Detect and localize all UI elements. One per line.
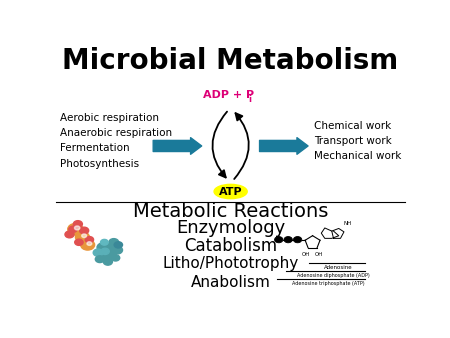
Text: Anabolism: Anabolism bbox=[191, 274, 270, 290]
Text: Litho/Phototrophy: Litho/Phototrophy bbox=[162, 256, 299, 271]
Circle shape bbox=[95, 256, 104, 263]
Text: Metabolic Reactions: Metabolic Reactions bbox=[133, 201, 328, 220]
Circle shape bbox=[104, 258, 112, 265]
Circle shape bbox=[111, 255, 120, 261]
Circle shape bbox=[80, 227, 89, 234]
Text: OH: OH bbox=[315, 252, 323, 257]
Text: Catabolism: Catabolism bbox=[184, 237, 277, 255]
Circle shape bbox=[69, 226, 77, 232]
Circle shape bbox=[114, 242, 122, 248]
Text: Chemical work
Transport work
Mechanical work: Chemical work Transport work Mechanical … bbox=[314, 121, 402, 161]
Ellipse shape bbox=[214, 184, 247, 199]
Text: Adenosine: Adenosine bbox=[324, 265, 353, 270]
Text: Adenosine triphosphate (ATP): Adenosine triphosphate (ATP) bbox=[292, 281, 365, 286]
Text: Aerobic respiration
Anaerobic respiration
Fermentation
Photosynthesis: Aerobic respiration Anaerobic respiratio… bbox=[60, 113, 172, 169]
Text: Microbial Metabolism: Microbial Metabolism bbox=[63, 47, 399, 75]
Text: i: i bbox=[249, 95, 252, 104]
Circle shape bbox=[75, 226, 80, 230]
Circle shape bbox=[68, 223, 83, 235]
Circle shape bbox=[65, 231, 74, 238]
Circle shape bbox=[109, 239, 119, 246]
Circle shape bbox=[76, 232, 90, 242]
Text: Adenosine diphosphate (ADP): Adenosine diphosphate (ADP) bbox=[297, 273, 370, 278]
Circle shape bbox=[75, 239, 83, 245]
Circle shape bbox=[87, 242, 92, 245]
Circle shape bbox=[284, 237, 292, 243]
Circle shape bbox=[101, 252, 112, 261]
Circle shape bbox=[73, 221, 82, 227]
Circle shape bbox=[104, 248, 117, 257]
Text: P: P bbox=[287, 237, 290, 242]
Circle shape bbox=[82, 234, 86, 238]
Circle shape bbox=[101, 248, 109, 255]
FancyArrowPatch shape bbox=[260, 138, 308, 154]
Circle shape bbox=[85, 237, 94, 243]
Text: P: P bbox=[296, 237, 299, 242]
Circle shape bbox=[293, 237, 302, 243]
Circle shape bbox=[274, 237, 283, 243]
Circle shape bbox=[93, 249, 103, 256]
Text: ADP + P: ADP + P bbox=[203, 91, 254, 100]
Circle shape bbox=[81, 240, 94, 250]
Text: ATP: ATP bbox=[219, 187, 243, 196]
Circle shape bbox=[100, 239, 108, 245]
Circle shape bbox=[107, 242, 117, 250]
Circle shape bbox=[97, 243, 110, 252]
Text: NH: NH bbox=[343, 221, 351, 226]
Circle shape bbox=[112, 246, 122, 254]
Text: Enzymology: Enzymology bbox=[176, 219, 285, 238]
Text: OH: OH bbox=[302, 252, 310, 257]
FancyArrowPatch shape bbox=[153, 138, 202, 154]
Text: P: P bbox=[277, 237, 280, 242]
